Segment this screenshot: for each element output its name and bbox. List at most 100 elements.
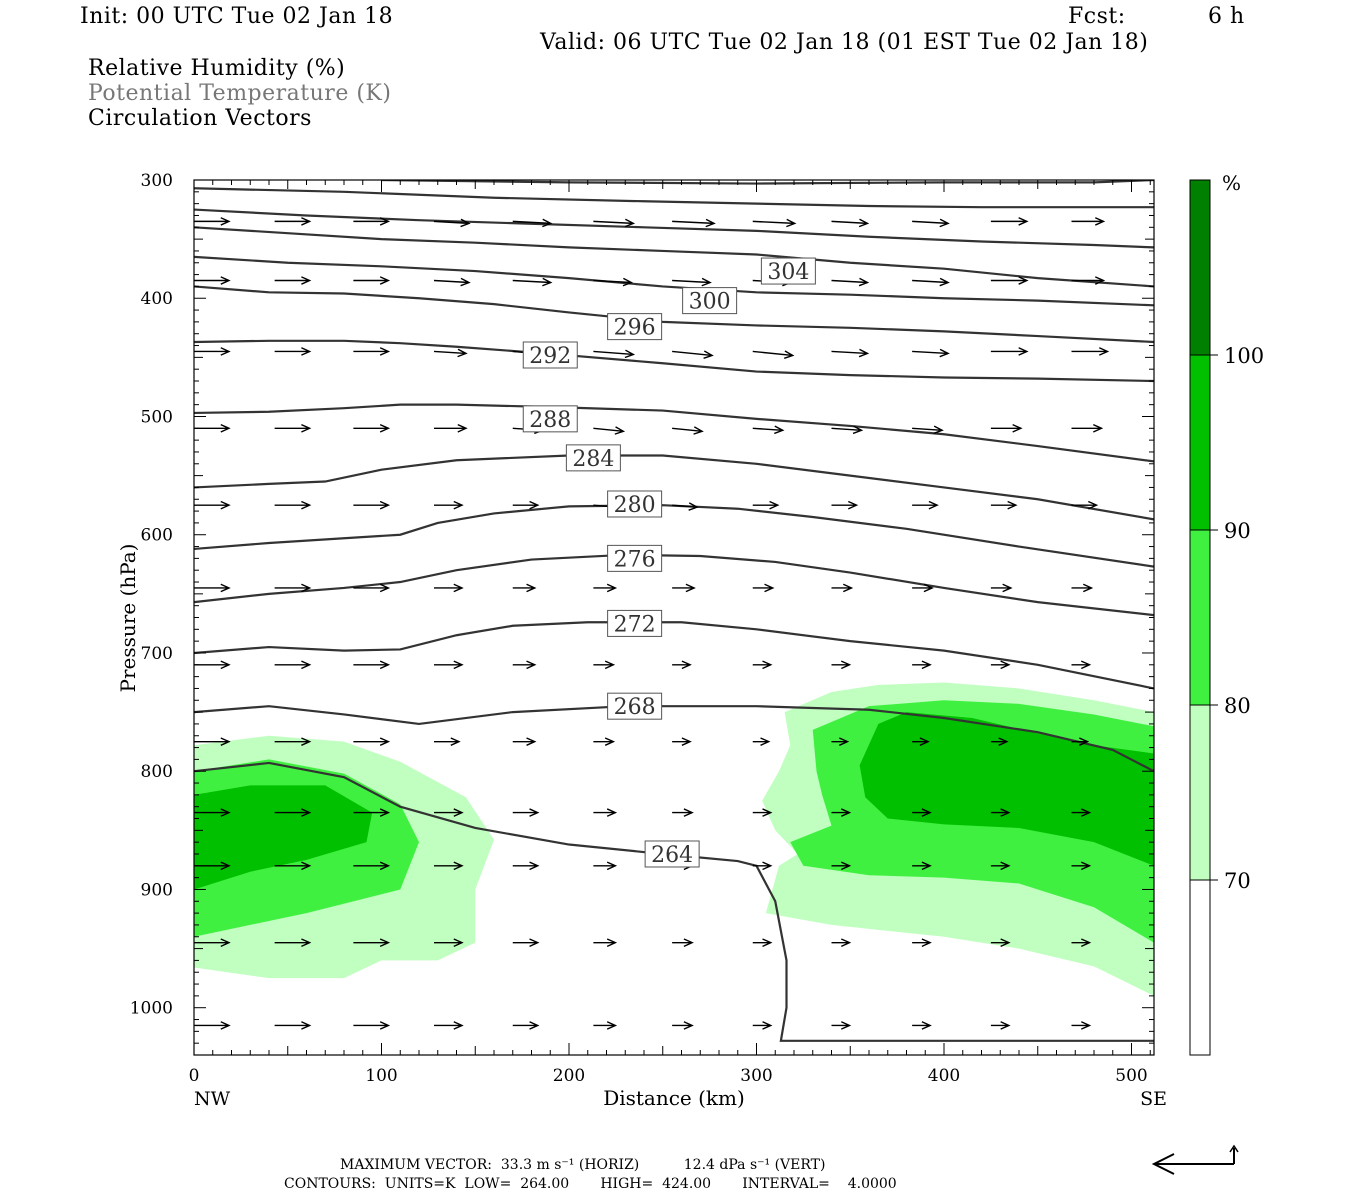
vector-2-2 (353, 347, 391, 356)
vector-2-3 (433, 348, 468, 358)
vector-8-2 (353, 808, 391, 817)
vector-8-6 (672, 808, 694, 817)
vector-9-9 (912, 861, 932, 871)
vector-1-6 (672, 277, 712, 287)
vector-2-6 (672, 350, 714, 359)
vector-5-8 (831, 583, 854, 593)
vector-1-8 (831, 277, 870, 287)
forecast-hours: 6 h (1208, 4, 1245, 29)
vector-7-2 (353, 737, 391, 746)
y-tick-label-800: 800 (141, 762, 173, 782)
vector-7-3 (434, 737, 461, 746)
vector-5-12 (1154, 584, 1174, 591)
theta-contour-264 (194, 761, 1154, 1042)
vector-7-8 (831, 737, 850, 746)
vector-6-6 (672, 660, 692, 670)
vector-6-4 (512, 660, 537, 670)
vector-8-3 (434, 808, 464, 817)
vector-7-1 (274, 737, 312, 746)
vector-6-0 (194, 660, 231, 670)
contour-label-300: 300 (689, 290, 731, 315)
vector-10-0 (194, 938, 231, 947)
vector-6-11 (1071, 660, 1092, 670)
theta-contour-284 (194, 454, 1154, 521)
vector-9-7 (752, 861, 773, 871)
theta-contour-276 (194, 553, 1154, 617)
vector-4-9 (912, 500, 939, 510)
x-tick-label-500: 500 (1115, 1066, 1147, 1086)
vector-4-10 (990, 500, 1018, 510)
vector-10-2 (353, 938, 391, 947)
vector-3-11 (1071, 424, 1104, 433)
vector-8-9 (912, 808, 932, 817)
vector-3-3 (434, 424, 468, 433)
vector-6-8 (831, 660, 852, 670)
vector-7-5 (593, 737, 616, 746)
vector-2-11 (1071, 347, 1110, 356)
contour-label-box-304 (760, 257, 816, 285)
vector-9-11 (1071, 861, 1092, 871)
contour-label-292: 292 (529, 344, 571, 369)
vector-0-10 (990, 217, 1029, 226)
vector-10-4 (512, 938, 540, 947)
theta-contour-300 (194, 255, 1154, 307)
vector-10-11 (1071, 938, 1092, 947)
vector-8-5 (593, 808, 618, 817)
vector-8-7 (752, 808, 773, 817)
contour-label-box-264 (644, 840, 700, 868)
vector-4-8 (831, 500, 859, 510)
vector-2-1 (274, 347, 312, 356)
max-vector-text: MAXIMUM VECTOR: 33.3 m s⁻¹ (HORIZ) 12.4 … (340, 1157, 826, 1173)
init-time: Init: 00 UTC Tue 02 Jan 18 (80, 4, 394, 29)
vector-10-7 (752, 938, 773, 947)
vector-0-11 (1071, 217, 1106, 226)
contour-label-box-292 (522, 341, 578, 369)
circulation-vectors (194, 217, 1186, 1030)
contour-label-264: 264 (651, 843, 693, 868)
vector-8-11 (1071, 808, 1092, 817)
vector-8-0 (194, 808, 231, 817)
vector-4-3 (434, 500, 464, 510)
vector-3-6 (672, 426, 704, 435)
legend-rh: Relative Humidity (%) (88, 56, 346, 81)
vector-11-4 (512, 1021, 540, 1030)
vector-8-8 (831, 808, 852, 817)
contour-label-284: 284 (572, 447, 614, 472)
vector-10-8 (831, 938, 852, 947)
vector-11-8 (831, 1021, 852, 1030)
vector-9-5 (593, 861, 618, 871)
vector-3-7 (752, 425, 785, 435)
vector-0-12 (1154, 218, 1186, 225)
contour-label-276: 276 (614, 547, 656, 572)
theta-contour-292 (194, 339, 1154, 383)
vector-7-11 (1071, 737, 1090, 746)
theta-contour-272 (194, 621, 1154, 690)
vector-5-11 (1071, 583, 1094, 593)
vector-11-10 (990, 1021, 1011, 1030)
vector-4-12 (1154, 501, 1179, 508)
vector-3-8 (831, 425, 864, 435)
y-axis-label: Pressure (hPa) (116, 544, 140, 693)
x-axis-label: Distance (km) (603, 1086, 745, 1110)
vector-5-10 (990, 583, 1013, 593)
vector-10-3 (434, 938, 464, 947)
colorbar-segment-4 (1190, 180, 1210, 355)
vector-4-1 (274, 500, 312, 510)
y-tick-label-300: 300 (141, 171, 173, 191)
rh-region-90-5 (859, 712, 1154, 866)
contour-label-box-300 (682, 287, 738, 315)
vector-5-5 (593, 583, 618, 593)
contour-label-box-288 (522, 405, 578, 433)
vector-5-7 (752, 583, 775, 593)
x-tick-label-200: 200 (553, 1066, 585, 1086)
vector-11-1 (274, 1021, 312, 1030)
vector-0-9 (912, 218, 950, 228)
colorbar-label-100: 100 (1224, 344, 1264, 368)
contour-label-268: 268 (614, 695, 656, 720)
vector-1-5 (593, 277, 634, 287)
y-tick-label-500: 500 (141, 407, 173, 427)
colorbar-unit: % (1222, 171, 1241, 195)
colorbar-label-80: 80 (1224, 694, 1251, 718)
vector-2-9 (912, 348, 950, 358)
vector-9-1 (274, 861, 312, 871)
